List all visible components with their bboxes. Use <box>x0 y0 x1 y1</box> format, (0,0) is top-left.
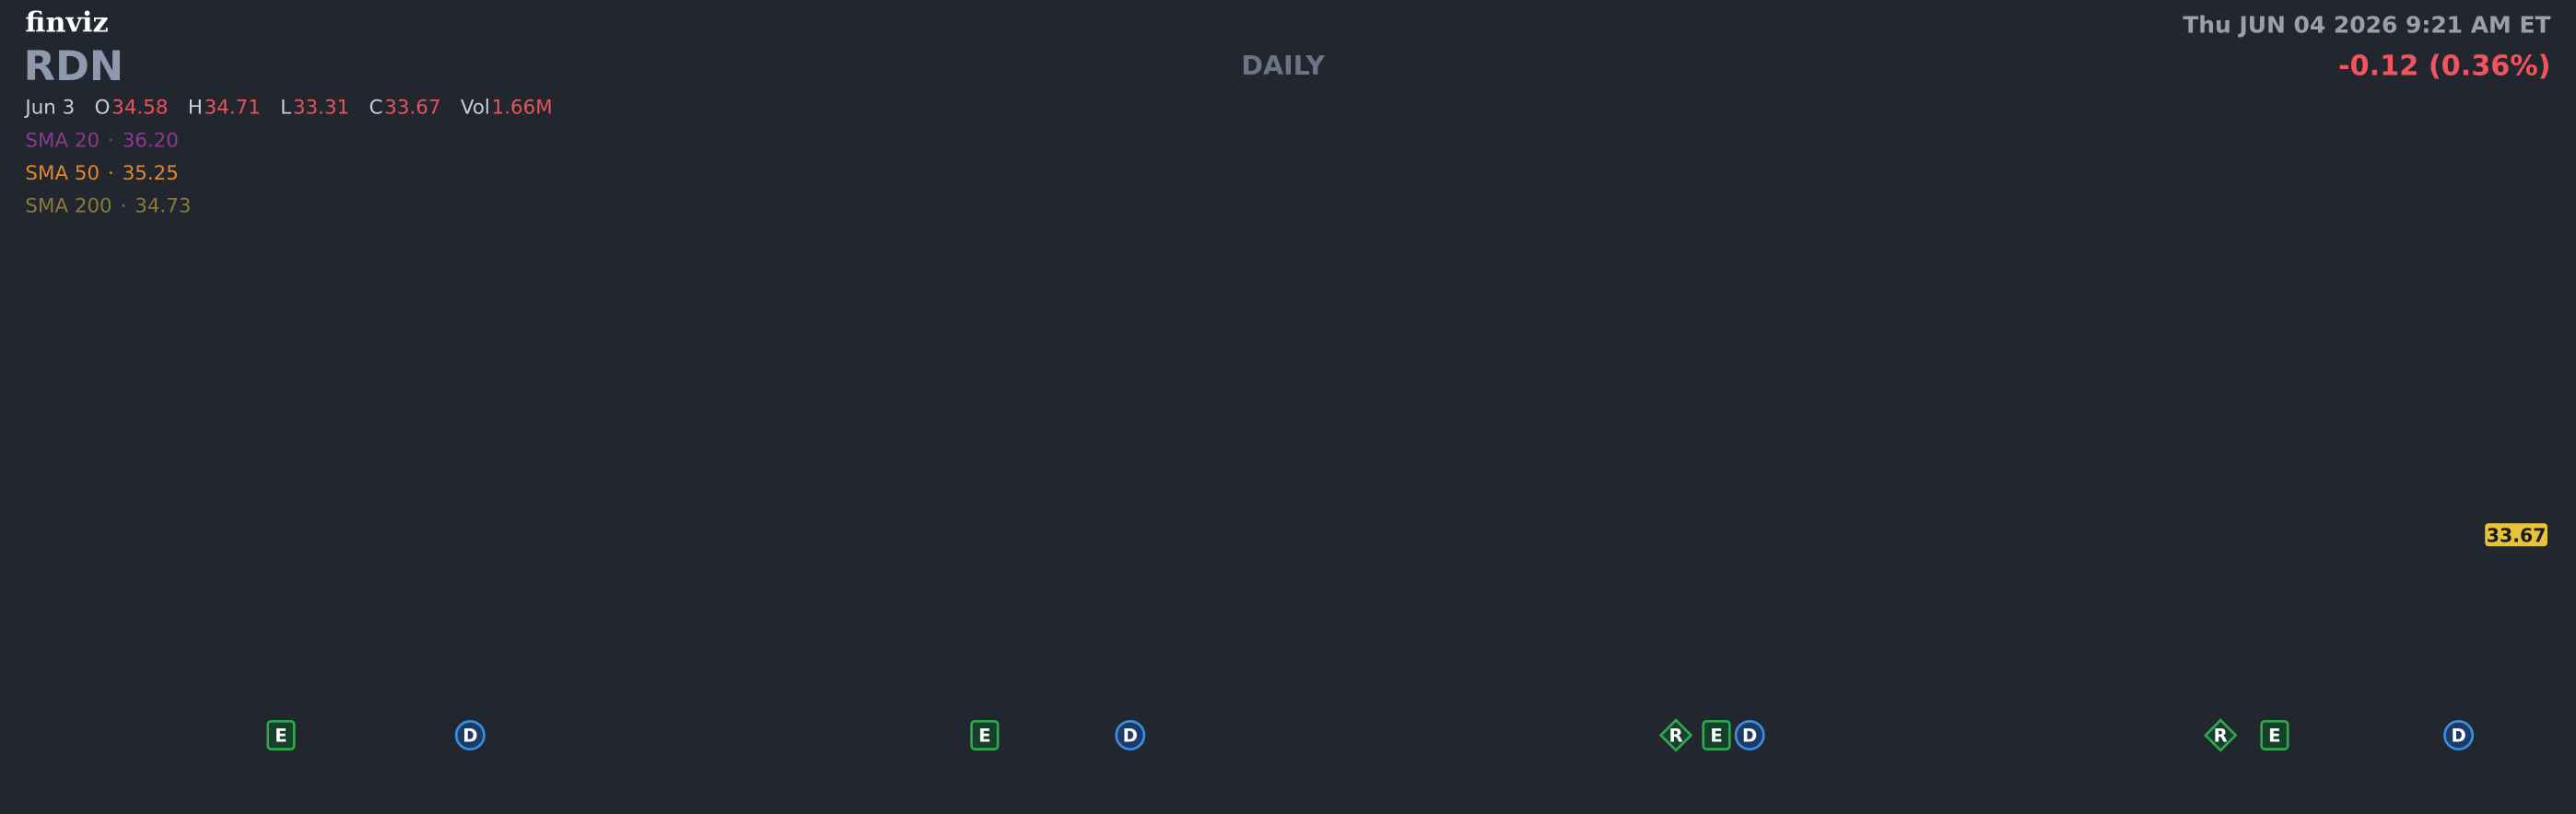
ohlc-label: H <box>188 97 203 120</box>
event-shape <box>2443 719 2475 750</box>
volume-label: Vol <box>461 97 490 120</box>
ohlc-value: 34.58 <box>111 97 168 120</box>
sma-separator: · <box>108 162 114 185</box>
sma-separator: · <box>108 129 114 152</box>
event-label: D <box>463 726 477 747</box>
event-marker[interactable]: D <box>2443 719 2475 750</box>
event-shape <box>266 719 296 750</box>
event-marker[interactable]: R <box>2203 718 2238 752</box>
event-marker[interactable]: E <box>1702 719 1731 750</box>
event-label: R <box>1669 726 1682 747</box>
event-label: R <box>2214 726 2228 747</box>
sma-value: 35.25 <box>123 162 179 185</box>
event-label: E <box>978 726 990 747</box>
event-shape <box>1702 719 1731 750</box>
legend-date: Jun 3 <box>23 97 75 120</box>
price-change: -0.12 (0.36%) <box>2338 51 2551 83</box>
event-marker[interactable]: D <box>1734 719 1765 750</box>
sma-name: SMA 50 <box>25 162 100 185</box>
sma-separator: · <box>121 195 127 218</box>
sma-name: SMA 200 <box>25 195 111 218</box>
event-shape <box>454 719 486 750</box>
ohlc-label: L <box>280 97 291 120</box>
event-label: E <box>1710 726 1722 747</box>
volume-value: 1.66M <box>492 97 553 120</box>
event-shape <box>2260 719 2289 750</box>
event-marker[interactable]: D <box>1115 719 1146 750</box>
sma-name: SMA 20 <box>25 129 100 152</box>
timeframe: DAILY <box>1241 51 1325 81</box>
ticker: RDN <box>24 42 124 90</box>
ohlc-label: C <box>369 97 383 120</box>
event-label: E <box>2268 726 2280 747</box>
datetime: Thu JUN 04 2026 9:21 AM ET <box>2183 12 2550 39</box>
event-label: D <box>2451 726 2465 747</box>
price-tag-label: 33.67 <box>2487 525 2547 547</box>
sma-value: 36.20 <box>123 129 179 152</box>
event-shape <box>1658 718 1693 752</box>
event-marker[interactable]: E <box>266 719 296 750</box>
price-tag <box>2485 523 2547 547</box>
event-label: D <box>1123 726 1138 747</box>
event-marker[interactable]: D <box>454 719 486 750</box>
event-label: D <box>1742 726 1757 747</box>
ohlc-value: 33.67 <box>384 97 440 120</box>
ohlc-label: O <box>95 97 111 120</box>
ohlc-value: 34.71 <box>205 97 261 120</box>
event-label: E <box>275 726 287 747</box>
event-shape <box>1115 719 1146 750</box>
event-marker[interactable]: E <box>970 719 1000 750</box>
event-marker[interactable]: E <box>2260 719 2289 750</box>
logo[interactable]: finviz <box>25 7 108 40</box>
event-shape <box>2203 718 2238 752</box>
event-shape <box>1734 719 1765 750</box>
sma-value: 34.73 <box>135 195 191 218</box>
event-marker[interactable]: R <box>1658 718 1693 752</box>
ohlc-value: 33.31 <box>293 97 349 120</box>
event-shape <box>970 719 1000 750</box>
